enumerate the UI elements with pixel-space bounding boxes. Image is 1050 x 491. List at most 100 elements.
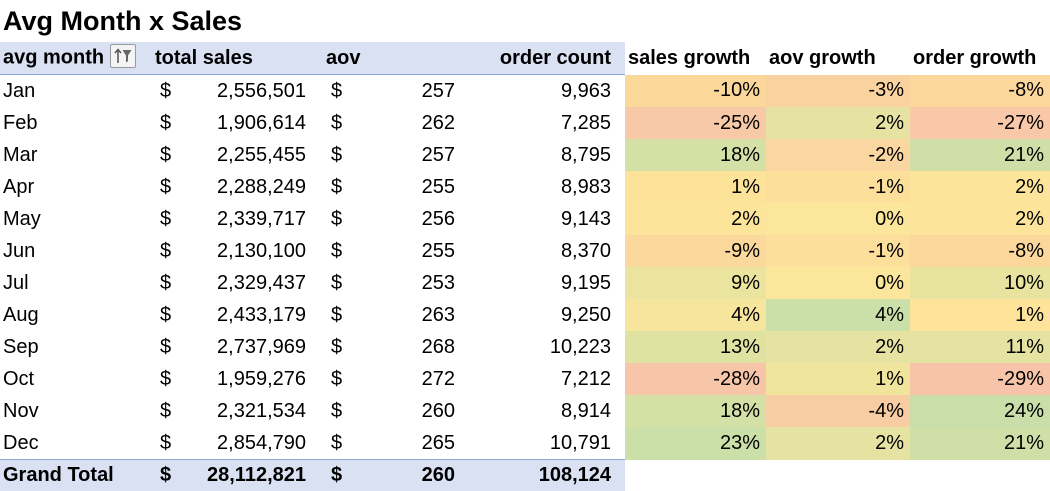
order-growth-cell: 21% xyxy=(910,427,1050,460)
order-count-cell: 8,795 xyxy=(472,139,625,171)
order-count-cell: 9,250 xyxy=(472,299,625,331)
report-title: Avg Month x Sales xyxy=(3,4,242,38)
month-label: Jul xyxy=(3,272,29,294)
total-sales-cell: $2,329,437 xyxy=(152,267,323,299)
currency-symbol: $ xyxy=(331,240,342,262)
total-sales-value: 2,556,501 xyxy=(217,80,320,103)
sales-growth-cell: 1% xyxy=(625,171,766,203)
total-sales-value: 2,854,790 xyxy=(217,432,320,455)
aov-cell: $260 xyxy=(323,395,472,427)
currency-symbol: $ xyxy=(160,80,171,102)
total-sales-cell: $2,433,179 xyxy=(152,299,323,331)
total-sales-cell: $2,321,534 xyxy=(152,395,323,427)
currency-symbol: $ xyxy=(331,304,342,326)
currency-symbol: $ xyxy=(331,400,342,422)
total-sales-cell: $2,854,790 xyxy=(152,427,323,460)
total-sales-cell: $2,339,717 xyxy=(152,203,323,235)
aov-value: 260 xyxy=(422,400,469,423)
order-growth-cell: 10% xyxy=(910,267,1050,299)
order-growth-cell: -27% xyxy=(910,107,1050,139)
currency-symbol: $ xyxy=(160,432,171,454)
aov-cell: $272 xyxy=(323,363,472,395)
order-growth-cell: -29% xyxy=(910,363,1050,395)
sales-growth-cell: -25% xyxy=(625,107,766,139)
total-sales-value: 2,339,717 xyxy=(217,208,320,231)
header-month-label: avg month xyxy=(3,46,104,68)
header-total-sales: total sales xyxy=(152,42,323,75)
month-label: Nov xyxy=(3,400,39,422)
month-label: Oct xyxy=(3,368,34,390)
total-sales-value: 2,329,437 xyxy=(217,272,320,295)
sales-growth-cell: 2% xyxy=(625,203,766,235)
total-sales-cell: $1,906,614 xyxy=(152,107,323,139)
aov-growth-cell: -3% xyxy=(766,75,910,108)
month-cell: Jul xyxy=(0,267,152,299)
aov-cell: $262 xyxy=(323,107,472,139)
aov-growth-cell: -4% xyxy=(766,395,910,427)
order-count-cell: 9,963 xyxy=(472,75,625,108)
header-aov-growth: aov growth xyxy=(766,42,910,75)
order-growth-cell: -8% xyxy=(910,235,1050,267)
grand-total-label: Grand Total xyxy=(0,460,152,491)
currency-symbol: $ xyxy=(160,464,171,486)
aov-cell: $263 xyxy=(323,299,472,331)
order-count-cell: 10,791 xyxy=(472,427,625,460)
aov-growth-cell: 1% xyxy=(766,363,910,395)
total-sales-cell: $2,288,249 xyxy=(152,171,323,203)
month-cell: Oct xyxy=(0,363,152,395)
blank-cell xyxy=(910,460,1050,491)
aov-cell: $256 xyxy=(323,203,472,235)
aov-cell: $265 xyxy=(323,427,472,460)
order-count-cell: 9,143 xyxy=(472,203,625,235)
month-label: Sep xyxy=(3,336,39,358)
month-label: Jun xyxy=(3,240,35,262)
month-label: Apr xyxy=(3,176,34,198)
order-count-cell: 10,223 xyxy=(472,331,625,363)
aov-cell: $255 xyxy=(323,235,472,267)
month-label: Feb xyxy=(3,112,37,134)
order-growth-cell: 21% xyxy=(910,139,1050,171)
month-label: Dec xyxy=(3,432,39,454)
month-cell: Mar xyxy=(0,139,152,171)
currency-symbol: $ xyxy=(160,304,171,326)
month-label: May xyxy=(3,208,41,230)
blank-cell xyxy=(625,460,766,491)
order-growth-cell: 11% xyxy=(910,331,1050,363)
order-growth-cell: -8% xyxy=(910,75,1050,108)
order-count-cell: 8,983 xyxy=(472,171,625,203)
currency-symbol: $ xyxy=(331,368,342,390)
currency-symbol: $ xyxy=(160,368,171,390)
aov-growth-cell: -1% xyxy=(766,235,910,267)
order-growth-cell: 2% xyxy=(910,171,1050,203)
grand-total-row: Grand Total $28,112,821 $260 108,124 xyxy=(0,460,1050,491)
aov-growth-cell: 2% xyxy=(766,427,910,460)
sales-growth-cell: 23% xyxy=(625,427,766,460)
month-label: Aug xyxy=(3,304,39,326)
header-order-growth: order growth xyxy=(910,42,1050,75)
aov-value: 256 xyxy=(422,208,469,231)
sales-growth-cell: 18% xyxy=(625,395,766,427)
aov-cell: $257 xyxy=(323,139,472,171)
aov-growth-cell: -2% xyxy=(766,139,910,171)
sort-filter-button[interactable] xyxy=(110,44,136,68)
total-sales-cell: $1,959,276 xyxy=(152,363,323,395)
currency-symbol: $ xyxy=(160,336,171,358)
sales-growth-cell: 9% xyxy=(625,267,766,299)
aov-cell: $255 xyxy=(323,171,472,203)
aov-growth-cell: -1% xyxy=(766,171,910,203)
total-sales-value: 1,906,614 xyxy=(217,112,320,135)
sales-growth-cell: 4% xyxy=(625,299,766,331)
aov-growth-cell: 0% xyxy=(766,203,910,235)
currency-symbol: $ xyxy=(160,240,171,262)
currency-symbol: $ xyxy=(160,112,171,134)
order-growth-cell: 2% xyxy=(910,203,1050,235)
total-sales-value: 2,130,100 xyxy=(217,240,320,263)
sales-growth-cell: -9% xyxy=(625,235,766,267)
